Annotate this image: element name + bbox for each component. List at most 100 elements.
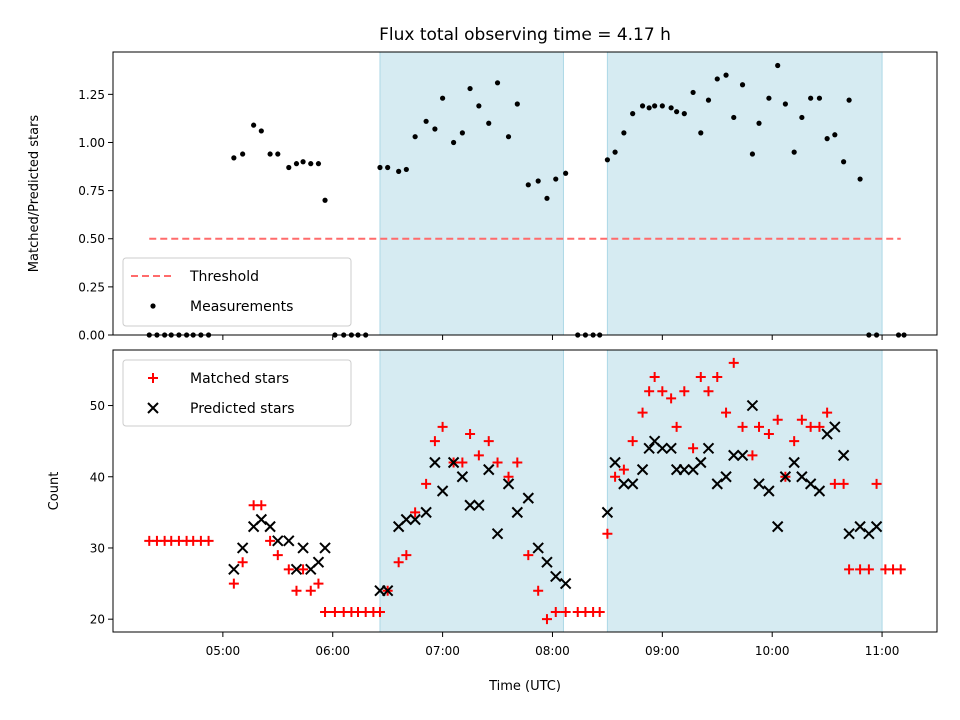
data-point: [720, 471, 732, 483]
x-tick-label: 11:00: [865, 644, 900, 658]
data-point: [312, 556, 325, 568]
data-point: [695, 456, 707, 469]
y-axis-label: Count: [47, 472, 62, 511]
data-point: [447, 456, 460, 469]
observing-window-1: [379, 349, 564, 633]
data-point: [275, 151, 281, 157]
data-point: [639, 103, 646, 109]
data-point: [659, 103, 665, 109]
data-point: [671, 421, 682, 432]
observing-window-2: [606, 349, 883, 633]
x-tick-label: 09:00: [645, 644, 680, 658]
y-tick-label: 0.25: [78, 280, 105, 294]
data-point: [272, 535, 284, 547]
series-matched-stars: [144, 357, 906, 625]
data-point: [829, 421, 841, 433]
data-point: [746, 399, 759, 412]
data-point: [601, 506, 614, 519]
data-point: [283, 535, 295, 547]
data-point: [771, 520, 784, 533]
data-point: [203, 535, 214, 546]
data-point: [788, 456, 800, 469]
data-point: [476, 103, 482, 109]
data-point: [381, 584, 394, 597]
data-point: [532, 542, 544, 554]
data-point: [796, 471, 808, 483]
data-point: [805, 421, 816, 432]
data-point: [514, 101, 520, 107]
data-point: [525, 182, 531, 188]
data-point: [637, 407, 648, 418]
data-point: [511, 506, 524, 519]
data-point: [291, 585, 302, 596]
data-point: [756, 120, 762, 126]
data-point: [678, 463, 691, 476]
data-point: [313, 578, 324, 589]
data-point: [374, 607, 385, 618]
data-point: [690, 89, 696, 96]
data-point: [644, 386, 655, 397]
data-point: [895, 564, 906, 575]
legend-marker: [148, 373, 158, 383]
data-point: [679, 386, 690, 397]
data-point: [772, 414, 783, 425]
data-point: [385, 164, 391, 171]
y-axis-label: Matched/Predicted stars: [27, 115, 42, 273]
data-point: [723, 72, 729, 78]
data-point: [843, 528, 855, 540]
data-point: [505, 134, 512, 140]
data-point: [467, 85, 473, 92]
data-point: [844, 564, 855, 575]
data-point: [315, 161, 322, 167]
y-tick-label: 30: [90, 541, 105, 555]
legend-box: [122, 359, 352, 427]
y-tick-label: 40: [90, 470, 105, 484]
y-tick-label: 20: [90, 613, 105, 627]
data-point: [749, 151, 756, 157]
data-point: [841, 159, 847, 165]
data-point: [298, 564, 309, 575]
data-point: [483, 463, 495, 476]
data-point: [775, 62, 781, 69]
data-point: [739, 82, 746, 88]
legend-box: [122, 257, 352, 327]
data-point: [533, 585, 544, 596]
data-point: [305, 585, 316, 596]
data-point: [594, 607, 605, 618]
data-point: [656, 442, 669, 454]
data-point: [486, 120, 492, 126]
y-tick-label: 1.00: [78, 136, 105, 150]
data-point: [308, 161, 314, 167]
data-point: [267, 151, 273, 157]
data-point: [665, 442, 677, 454]
data-point: [609, 456, 621, 469]
data-point: [255, 513, 268, 526]
data-point: [747, 450, 758, 461]
y-tick-label: 1.25: [78, 88, 105, 102]
x-tick-label: 10:00: [755, 644, 790, 658]
data-point: [657, 386, 668, 397]
x-tick-label: 05:00: [206, 644, 241, 658]
data-point: [473, 450, 484, 461]
data-point: [286, 164, 292, 171]
data-point: [396, 168, 402, 174]
data-point: [322, 197, 328, 203]
data-point: [796, 414, 807, 425]
legend-marker: [150, 303, 156, 309]
data-point: [272, 550, 283, 561]
data-point: [550, 607, 561, 618]
data-point: [838, 478, 849, 489]
data-point: [621, 130, 627, 136]
data-point: [627, 436, 638, 447]
legend-label: Matched stars: [190, 371, 289, 387]
data-point: [674, 109, 680, 115]
data-point: [535, 178, 541, 184]
data-point: [522, 492, 535, 504]
observing-window-1: [379, 51, 564, 336]
data-point: [721, 407, 732, 418]
data-point: [421, 478, 432, 489]
data-point: [705, 97, 712, 103]
data-point: [283, 564, 294, 575]
data-point: [403, 166, 409, 173]
